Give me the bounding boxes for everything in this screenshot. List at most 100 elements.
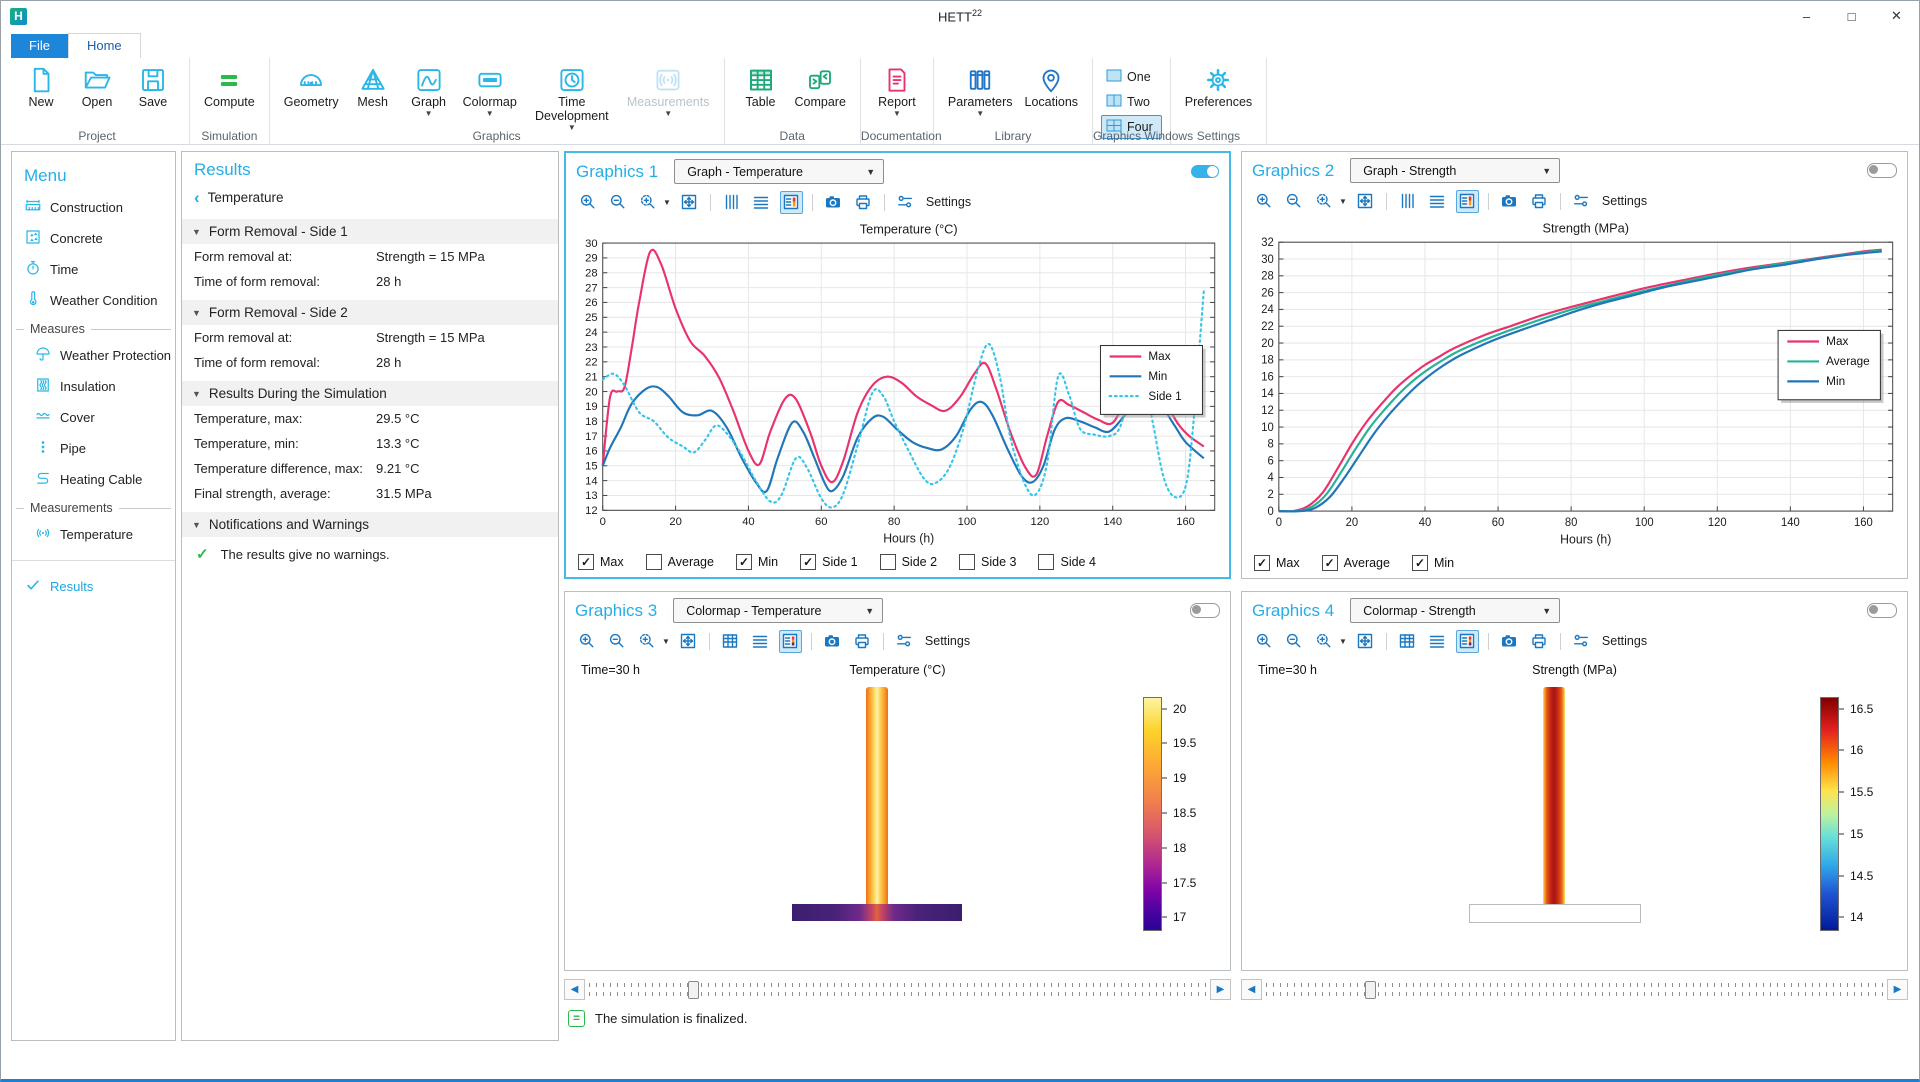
sidebar-item-temperature[interactable]: Temperature <box>12 519 175 550</box>
chevron-down-icon[interactable]: ▼ <box>1339 636 1347 646</box>
checkbox-side-3[interactable]: Side 3 <box>959 554 1016 570</box>
grid-horizontal-icon[interactable] <box>750 191 773 214</box>
sidebar-item-cover[interactable]: Cover <box>12 402 175 433</box>
ribbon-button-one[interactable]: One <box>1101 65 1162 89</box>
zoom-out-icon[interactable] <box>1282 190 1305 213</box>
grid-vertical-icon[interactable] <box>720 191 743 214</box>
tab-home[interactable]: Home <box>67 33 141 58</box>
ribbon-button-two[interactable]: Two <box>1101 90 1162 114</box>
ribbon-button-graph[interactable]: Graph ▼ <box>401 62 457 119</box>
maximize-button[interactable]: □ <box>1847 8 1856 24</box>
checkbox-box[interactable]: ✓ <box>800 554 817 570</box>
zoom-select-icon[interactable] <box>1312 630 1335 653</box>
chart-area[interactable]: 12 13 14 15 16 17 18 19 20 21 22 23 24 25 26 27 28 29 30 0 2… <box>566 218 1229 550</box>
checkbox-side-2[interactable]: Side 2 <box>879 554 937 570</box>
minimize-button[interactable]: – <box>1802 8 1811 24</box>
checkbox-max[interactable]: ✓ Max <box>1254 555 1300 571</box>
ribbon-button-four[interactable]: Four <box>1101 115 1162 139</box>
checkbox-box[interactable]: ✓ <box>1321 555 1338 571</box>
ribbon-button-compare[interactable]: Compare <box>789 62 852 112</box>
ribbon-button-preferences[interactable]: Preferences <box>1179 62 1258 112</box>
ribbon-button-locations[interactable]: Locations <box>1019 62 1085 112</box>
camera-icon[interactable] <box>821 630 844 653</box>
settings-icon[interactable] <box>1570 630 1593 653</box>
close-button[interactable]: ✕ <box>1891 8 1902 23</box>
sidebar-item-insulation[interactable]: Insulation <box>12 371 175 402</box>
sidebar-item-concrete[interactable]: Concrete <box>12 223 175 254</box>
slider-track[interactable] <box>589 980 1206 999</box>
view-select-dropdown[interactable]: Colormap - Temperature ▼ <box>673 598 884 623</box>
print-icon[interactable] <box>851 630 874 653</box>
legend-icon[interactable] <box>779 190 803 214</box>
settings-button-label[interactable]: Settings <box>1601 194 1648 208</box>
ribbon-button-table[interactable]: Table <box>733 62 789 112</box>
chevron-down-icon[interactable]: ▼ <box>663 197 671 207</box>
checkbox-min[interactable]: ✓ Min <box>1411 555 1454 571</box>
zoom-out-icon[interactable] <box>1282 630 1305 653</box>
fit-view-icon[interactable] <box>678 191 701 214</box>
checkbox-side-1[interactable]: ✓ Side 1 <box>800 554 858 570</box>
ribbon-button-save[interactable]: Save <box>125 62 181 112</box>
settings-icon[interactable] <box>893 630 916 653</box>
zoom-select-icon[interactable] <box>1312 190 1335 213</box>
sidebar-item-construction[interactable]: Construction <box>12 192 175 223</box>
checkbox-max[interactable]: ✓ Max <box>578 554 624 570</box>
ribbon-button-time-development[interactable]: Time Development ▼ <box>523 62 621 133</box>
zoom-select-icon[interactable] <box>635 630 658 653</box>
settings-button-label[interactable]: Settings <box>1601 634 1648 648</box>
colorbar-icon[interactable] <box>778 629 802 653</box>
tab-file[interactable]: File <box>11 34 68 58</box>
ribbon-button-compute[interactable]: Compute <box>198 62 261 112</box>
panel-toggle[interactable] <box>1867 603 1897 618</box>
checkbox-box[interactable]: ✓ <box>735 554 752 570</box>
checkbox-box[interactable] <box>645 554 662 570</box>
ribbon-button-geometry[interactable]: Geometry <box>278 62 345 112</box>
results-section-header-notifications-and-warnings[interactable]: ▼ Notifications and Warnings <box>182 512 558 537</box>
grid-horizontal-icon[interactable] <box>1426 630 1449 653</box>
checkbox-box[interactable]: ✓ <box>1411 555 1428 571</box>
camera-icon[interactable] <box>822 191 845 214</box>
grid-vertical-icon[interactable] <box>1396 190 1419 213</box>
slider-handle[interactable] <box>1364 981 1376 999</box>
checkbox-box[interactable]: ✓ <box>578 554 594 570</box>
sidebar-item-results[interactable]: Results <box>12 571 175 602</box>
checkbox-box[interactable] <box>879 554 896 570</box>
ribbon-button-open[interactable]: Open <box>69 62 125 112</box>
camera-icon[interactable] <box>1498 190 1521 213</box>
sidebar-item-weather-condition[interactable]: Weather Condition <box>12 285 175 316</box>
slider-track[interactable] <box>1266 980 1883 999</box>
results-back-link[interactable]: ‹ Temperature <box>182 186 558 213</box>
slider-start-button[interactable]: ◀ <box>1241 978 1262 1000</box>
legend-icon[interactable] <box>1455 189 1479 213</box>
zoom-in-icon[interactable] <box>575 630 598 653</box>
chevron-down-icon[interactable]: ▼ <box>1339 196 1347 206</box>
panel-toggle[interactable] <box>1190 603 1220 618</box>
ribbon-button-report[interactable]: Report ▼ <box>869 62 925 119</box>
checkbox-box[interactable]: ✓ <box>1254 555 1270 571</box>
view-select-dropdown[interactable]: Graph - Strength ▼ <box>1350 158 1561 183</box>
table-icon[interactable] <box>1396 630 1419 653</box>
checkbox-average[interactable]: ✓ Average <box>1321 555 1390 571</box>
zoom-select-icon[interactable] <box>636 191 659 214</box>
zoom-in-icon[interactable] <box>1252 190 1275 213</box>
slider-end-button[interactable]: ▶ <box>1887 978 1908 1000</box>
panel-toggle[interactable] <box>1867 163 1897 178</box>
fit-view-icon[interactable] <box>1354 630 1377 653</box>
settings-icon[interactable] <box>1570 190 1593 213</box>
grid-horizontal-icon[interactable] <box>749 630 772 653</box>
slider-start-button[interactable]: ◀ <box>564 978 585 1000</box>
grid-horizontal-icon[interactable] <box>1426 190 1449 213</box>
colorbar-icon[interactable] <box>1455 629 1479 653</box>
sidebar-item-weather-protection[interactable]: Weather Protection <box>12 340 175 371</box>
ribbon-button-new[interactable]: New <box>13 62 69 112</box>
settings-icon[interactable] <box>894 191 917 214</box>
checkbox-min[interactable]: ✓ Min <box>735 554 778 570</box>
results-section-header-results-during-the-simulation[interactable]: ▼ Results During the Simulation <box>182 381 558 406</box>
view-select-dropdown[interactable]: Graph - Temperature ▼ <box>674 159 885 184</box>
results-section-header-form-removal-side-2[interactable]: ▼ Form Removal - Side 2 <box>182 300 558 325</box>
panel-toggle[interactable] <box>1191 165 1219 178</box>
ribbon-button-mesh[interactable]: Mesh <box>345 62 401 112</box>
chevron-down-icon[interactable]: ▼ <box>662 636 670 646</box>
print-icon[interactable] <box>1528 630 1551 653</box>
settings-button-label[interactable]: Settings <box>925 195 972 209</box>
